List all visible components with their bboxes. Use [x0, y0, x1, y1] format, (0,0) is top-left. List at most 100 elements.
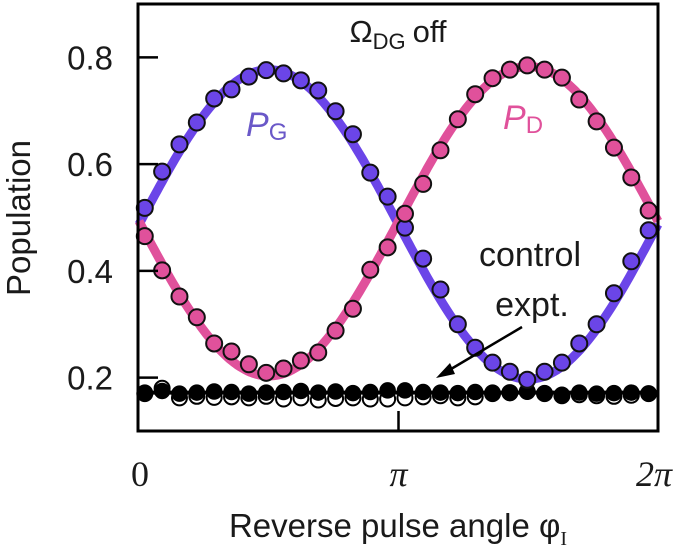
annotation-arrow-head [436, 363, 455, 378]
pd-data-point [570, 90, 589, 109]
pd-data-point [466, 85, 485, 104]
x-axis-label-sub: I [560, 528, 567, 550]
pg-data-point [552, 353, 571, 372]
pd-data-point [187, 308, 206, 327]
series-label-pg: PG [246, 106, 287, 146]
control-filled-point [605, 384, 623, 402]
pd-data-point [431, 141, 450, 160]
series-label-pg-sub: G [269, 119, 288, 146]
control-filled-point [257, 384, 275, 401]
pg-data-point [239, 67, 258, 86]
control-filled-point [571, 384, 588, 401]
control-filled-point [223, 383, 240, 401]
annotation-arrow [436, 325, 523, 378]
control-filled-point [536, 384, 553, 402]
pg-data-point [570, 334, 589, 353]
panel-title-sub: DG [373, 29, 406, 54]
control-filled-point [623, 384, 640, 401]
pd-data-point [343, 299, 362, 318]
pd-data-point [587, 112, 606, 131]
pg-data-point [291, 71, 310, 90]
pd-data-point [483, 69, 502, 88]
series-label-pg-main: P [246, 106, 269, 144]
control-filled-point [362, 383, 379, 401]
panel-title: ΩDG off [349, 14, 446, 54]
control-filled-point [309, 384, 327, 401]
pd-data-point [622, 168, 641, 187]
pg-data-point [604, 284, 623, 303]
control-filled-point [640, 385, 657, 402]
pg-data-point [378, 187, 397, 206]
control-filled-point [466, 383, 484, 401]
x-axis-label: Reverse pulse angle φI [229, 507, 567, 550]
control-filled-point [588, 385, 605, 402]
y-tick-label: 0.6 [67, 146, 113, 183]
pd-data-point [448, 110, 467, 129]
control-filled-point [414, 383, 432, 401]
annotation-arrow-shaft [445, 325, 523, 374]
x-tick-label: π [389, 454, 408, 494]
pd-data-point [326, 321, 345, 340]
pg-data-point [274, 64, 293, 83]
pd-data-point [222, 342, 241, 361]
pg-data-point [431, 280, 450, 299]
control-filled-point [205, 383, 223, 400]
pg-data-point [309, 81, 328, 100]
control-filled-point [188, 384, 206, 401]
annotation-expt: expt. [495, 286, 569, 324]
x-tick-label: 2π [636, 454, 673, 494]
pg-data-point [153, 162, 172, 181]
pd-data-point [552, 68, 571, 87]
series-label-pd: PD [503, 99, 543, 139]
panel-title-main: Ω [349, 14, 372, 49]
control-filled-point [292, 382, 310, 400]
pd-data-point [361, 260, 380, 279]
pg-data-point [518, 370, 537, 389]
pd-data-point [257, 363, 276, 382]
x-tick-label: 0 [131, 454, 149, 494]
panel-title-suffix: off [413, 14, 447, 49]
control-filled-point [171, 385, 188, 402]
pd-data-point [518, 56, 537, 75]
pg-data-point [587, 315, 606, 334]
pg-data-point [483, 353, 502, 372]
pd-data-point [535, 60, 554, 79]
y-tick-label: 0.2 [67, 360, 113, 397]
control-filled-point [240, 385, 258, 402]
pd-data-point [309, 343, 328, 362]
pd-data-point [395, 204, 414, 223]
series-label-pd-main: P [503, 99, 526, 137]
pd-data-point [205, 334, 224, 353]
pd-data-point [291, 351, 310, 370]
pd-data-point [414, 174, 433, 193]
pg-data-point [535, 362, 554, 381]
pg-data-point [187, 113, 206, 132]
control-filled-point [344, 384, 362, 402]
pg-data-point [622, 252, 641, 271]
control-filled-point [136, 384, 154, 401]
pd-data-point [639, 201, 658, 220]
pg-data-point [414, 249, 433, 268]
pg-data-point [326, 102, 345, 121]
pg-data-point [343, 125, 362, 144]
fit-curve-pd [135, 61, 662, 381]
pg-data-point [500, 362, 519, 381]
pd-data-point [239, 355, 258, 374]
control-filled-point [484, 384, 501, 401]
control-filled-point [449, 384, 467, 402]
control-filled-point [379, 382, 396, 399]
pg-data-point [361, 163, 380, 182]
pd-data-point [604, 138, 623, 157]
control-filled-point [432, 384, 449, 401]
annotation-control: control [479, 236, 581, 274]
pd-data-point [274, 359, 293, 378]
y-tick-label: 0.8 [67, 39, 113, 76]
control-filled-point [327, 383, 344, 400]
y-axis-label: Population [0, 140, 37, 296]
control-filled-point [553, 386, 571, 403]
control-filled-point [153, 382, 171, 400]
pd-data-point [378, 238, 397, 257]
y-tick-label: 0.4 [67, 253, 113, 290]
pg-data-point [205, 89, 224, 108]
